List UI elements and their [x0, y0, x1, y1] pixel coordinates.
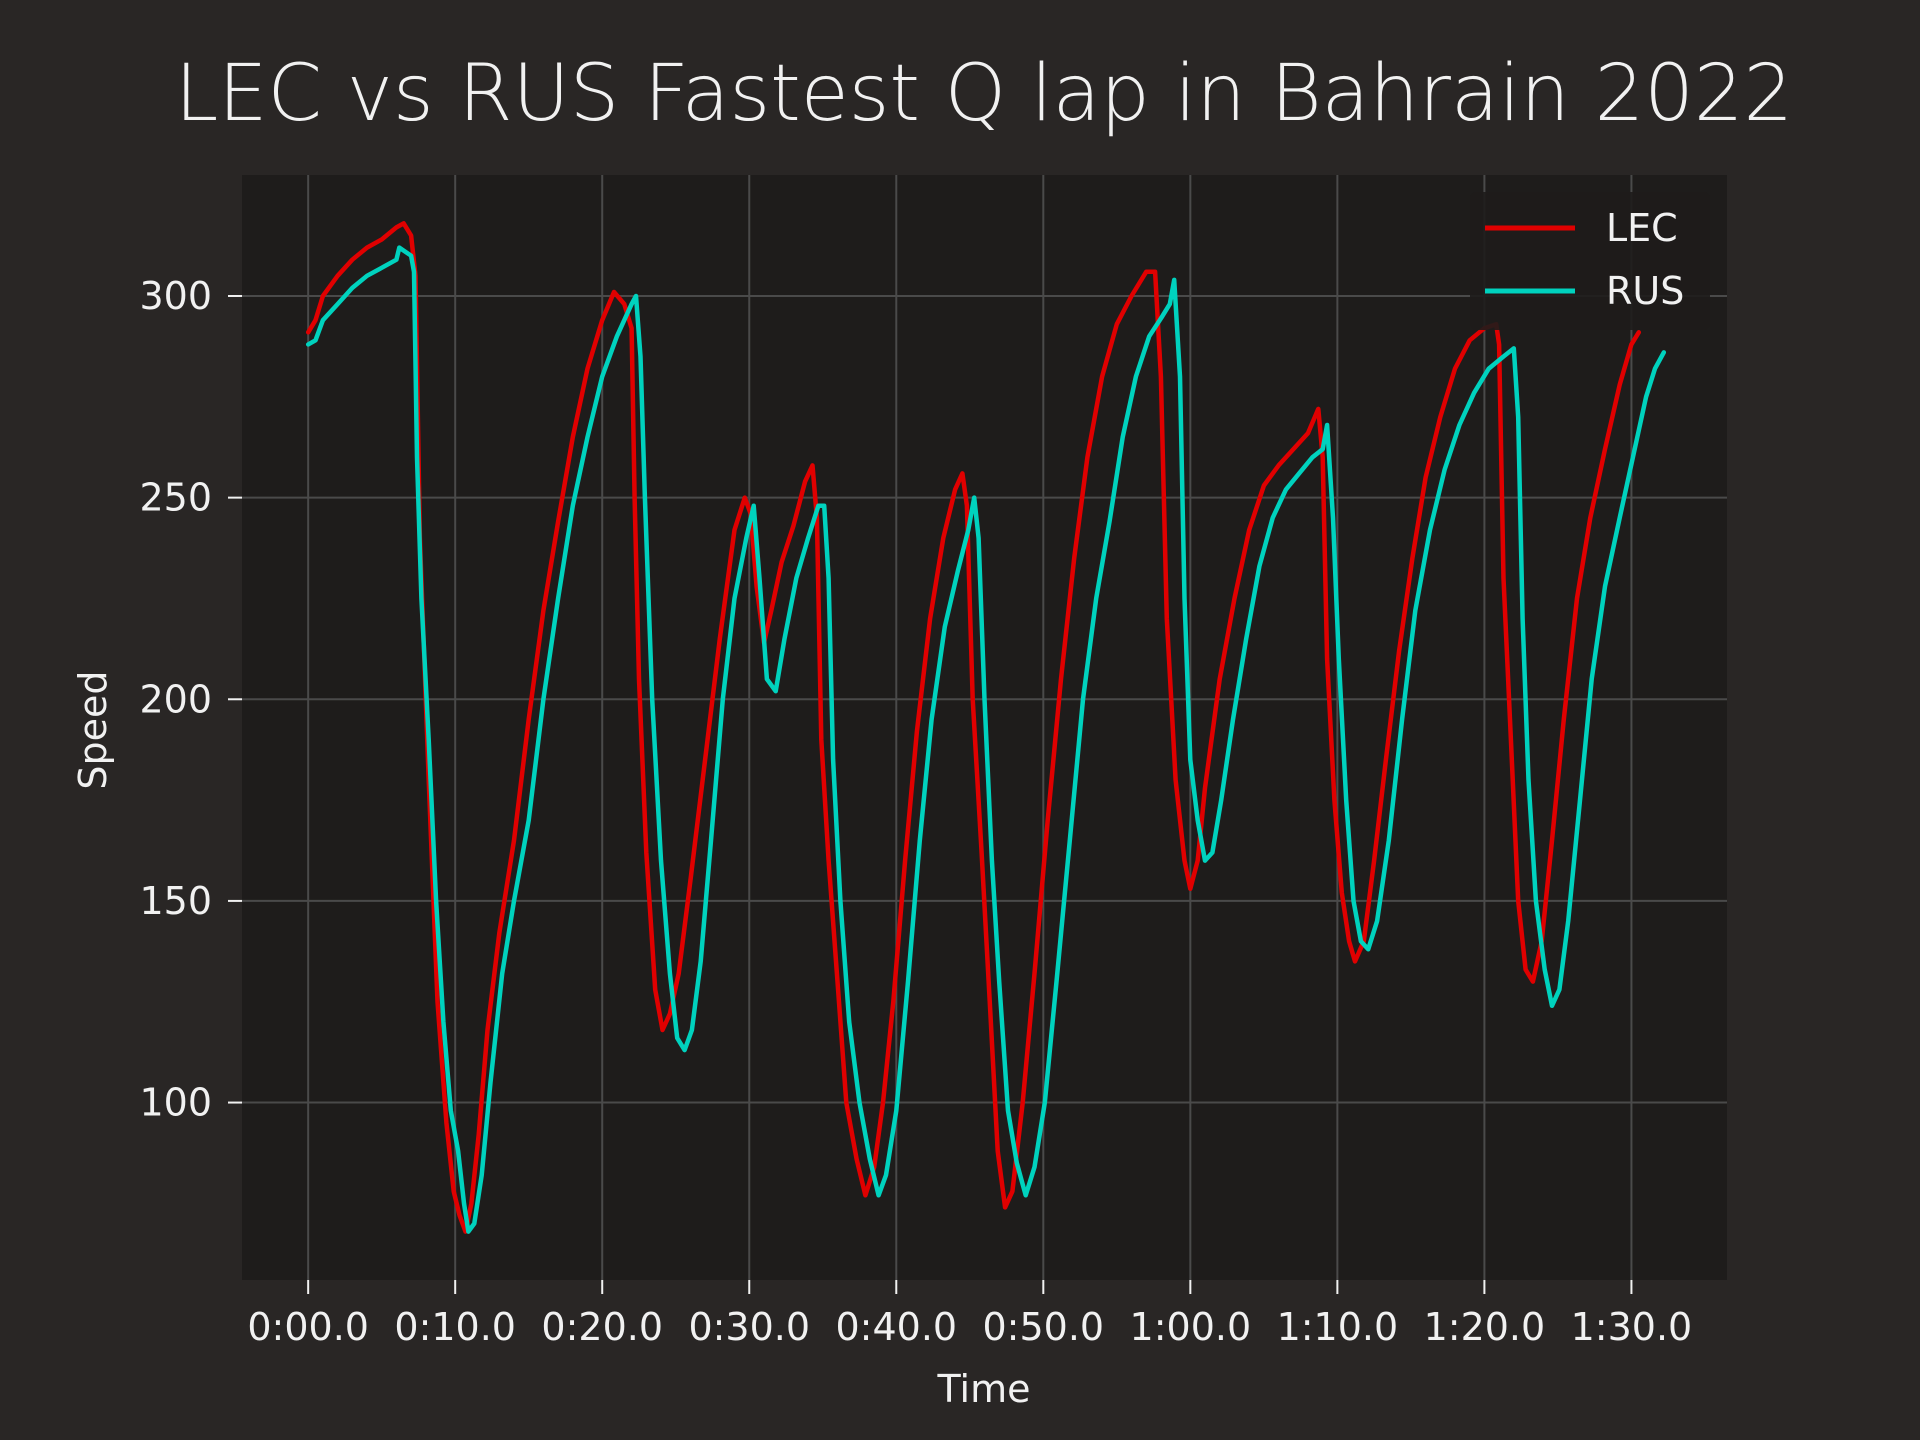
- x-tick-label: 1:20.0: [1424, 1305, 1546, 1349]
- y-tick-label: 150: [139, 879, 212, 923]
- chart-title: LEC vs RUS Fastest Q lap in Bahrain 2022: [175, 49, 1793, 139]
- x-tick-label: 1:00.0: [1130, 1305, 1252, 1349]
- series-lines: [305, 221, 1667, 1234]
- legend-label-lec: LEC: [1606, 206, 1678, 250]
- legend-label-rus: RUS: [1606, 269, 1684, 313]
- x-tick-label: 0:50.0: [983, 1305, 1105, 1349]
- x-tick-label: 1:30.0: [1571, 1305, 1693, 1349]
- y-tick-label: 100: [139, 1081, 212, 1125]
- legend: LEC RUS: [1470, 192, 1710, 330]
- y-axis-label: Speed: [71, 670, 115, 789]
- x-tick-label: 0:10.0: [394, 1305, 516, 1349]
- x-tick-label: 0:20.0: [541, 1305, 663, 1349]
- x-axis-label: Time: [937, 1367, 1031, 1411]
- y-tick-label: 200: [139, 677, 212, 721]
- y-tick-label: 300: [139, 274, 212, 318]
- series-line-rus: [305, 245, 1667, 1234]
- x-axis: 0:00.0 0:10.0 0:20.0 0:30.0 0:40.0 0:50.0 1:00…: [247, 1280, 1692, 1349]
- x-tick-label: 0:30.0: [688, 1305, 810, 1349]
- x-tick-label: 1:10.0: [1277, 1305, 1399, 1349]
- y-axis: 100 150 200 250 300: [139, 274, 242, 1125]
- x-tick-label: 0:40.0: [835, 1305, 957, 1349]
- series-line-lec: [305, 221, 1642, 1234]
- y-tick-label: 250: [139, 476, 212, 520]
- x-tick-label: 0:00.0: [247, 1305, 369, 1349]
